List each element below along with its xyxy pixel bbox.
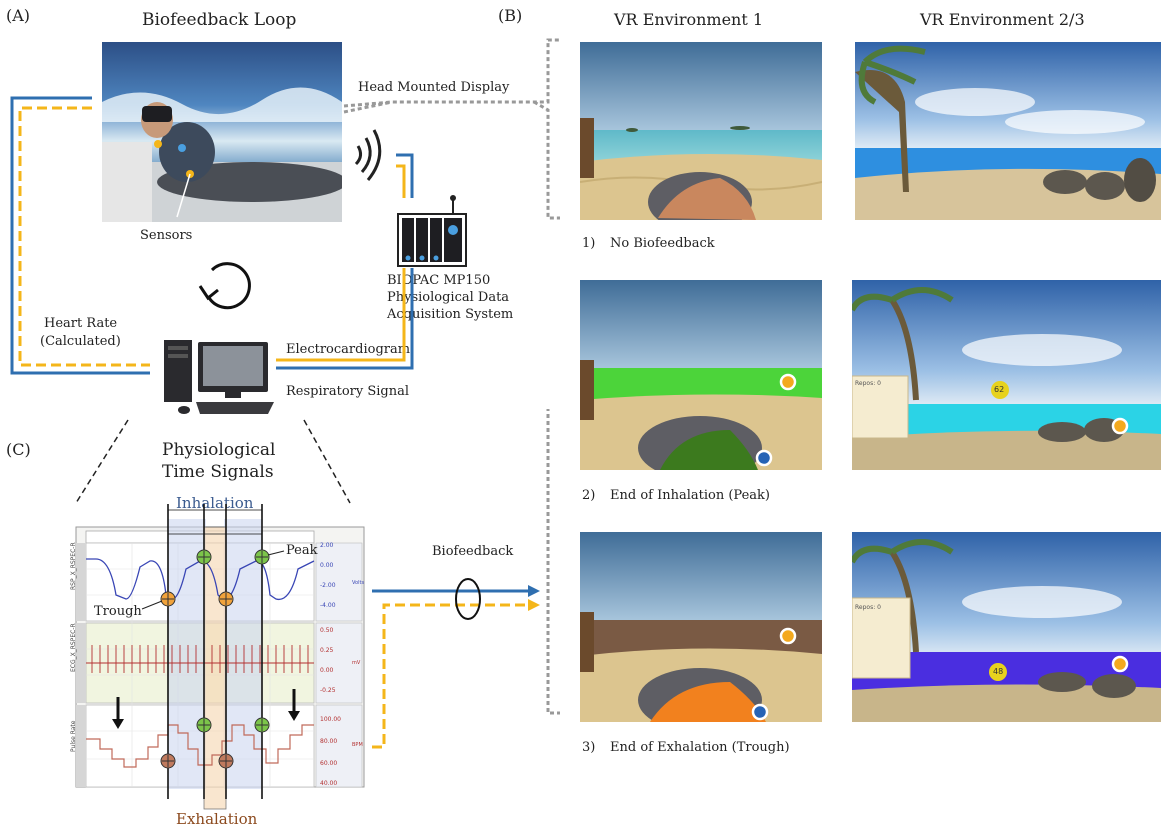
down-arrow-icon-2	[288, 689, 300, 721]
computer-icon	[164, 340, 274, 414]
env2-peak-image	[852, 280, 1161, 470]
env1-peak-image	[580, 280, 822, 470]
physiology-signal-plot	[75, 409, 560, 810]
peak-indicator-2	[755, 449, 773, 467]
left-loop-blue-line	[10, 96, 150, 375]
row3-number: 3)	[582, 740, 596, 755]
ch3-tick-3: 40.00	[320, 780, 338, 787]
left-loop-yellow-line	[18, 106, 150, 367]
peak-label: Peak	[286, 543, 318, 558]
trough-marker-2	[218, 591, 234, 607]
panel-c-title-line1: Physiological	[162, 440, 276, 460]
ch1-tick-0: 2.00	[320, 542, 334, 549]
env2-column-title: VR Environment 2/3	[920, 10, 1085, 29]
channel1-name: RSP_X_RSPEC-R	[70, 542, 77, 590]
row3-caption: End of Exhalation (Trough)	[610, 740, 790, 755]
env1-no-biofeedback-image	[580, 42, 822, 220]
trough-indicator-1	[779, 627, 797, 645]
ch2-tick-3: -0.25	[320, 687, 336, 694]
ch2-tick-2: 0.00	[320, 667, 334, 674]
env1-column-title: VR Environment 1	[614, 10, 764, 29]
biopac-line3: Acquisition System	[387, 307, 514, 322]
zoom-line-left	[75, 419, 129, 504]
computer-blue-line	[276, 268, 414, 370]
pulse-trough-marker-2	[218, 753, 234, 769]
panel-a-letter: (A)	[6, 6, 31, 25]
ecg-label: Electrocardiogram	[286, 342, 411, 357]
pulse-peak-marker-1	[196, 717, 212, 733]
participant-photo	[102, 42, 342, 222]
hmd-dashed-connector	[343, 38, 560, 108]
ch2-tick-1: 0.25	[320, 647, 334, 654]
loop-arrow-icon	[198, 262, 251, 310]
trough-indicator-2	[751, 703, 769, 721]
row-dashed-connector	[546, 409, 560, 715]
sensors-label: Sensors	[140, 228, 193, 243]
row2-number: 2)	[582, 488, 596, 503]
panel-a-title: Biofeedback Loop	[142, 10, 297, 30]
computer-yellow-line	[276, 268, 406, 362]
pulse-trough-marker-1	[160, 753, 176, 769]
panel-c-title-line2: Time Signals	[162, 462, 274, 482]
inhalation-label: Inhalation	[176, 494, 254, 512]
panel-c-letter: (C)	[6, 440, 31, 459]
peak-marker-2	[254, 549, 270, 565]
heart-rate-line1: Heart Rate	[44, 316, 118, 331]
row1-number: 1)	[582, 236, 596, 251]
env1-trough-image	[580, 532, 822, 722]
trough-label: Trough	[94, 604, 142, 619]
ch1-tick-1: 0.00	[320, 562, 334, 569]
peak-indicator-1	[779, 373, 797, 391]
env2-row3-panel-title: Repos: 0	[855, 604, 881, 611]
hmd-dashed-connector-2	[343, 100, 393, 114]
biofeedback-ellipse	[455, 578, 481, 620]
pulse-peak-marker-2	[254, 717, 270, 733]
env2-peak-indicator	[1111, 417, 1129, 435]
channel2-name: ECG_X_RSPEC-R	[70, 623, 77, 672]
zoom-line-right	[303, 419, 351, 504]
row2-caption: End of Inhalation (Peak)	[610, 488, 770, 503]
env2-row2-panel-title: Repos: 0	[855, 380, 881, 387]
env2-trough-indicator	[1111, 655, 1129, 673]
panel-b-letter: (B)	[498, 6, 523, 25]
biopac-line2: Physiological Data	[387, 290, 510, 305]
biopac-yellow-line	[396, 164, 406, 198]
ecg-trace	[86, 645, 314, 673]
channel3-name: Pulse Rate	[70, 720, 77, 752]
panel-a-diagram	[10, 38, 560, 414]
hmd-dashed-connector-3	[533, 100, 560, 220]
inhale-band-2	[224, 519, 262, 789]
ch1-tick-2: -2.00	[320, 582, 336, 589]
biopac-device-icon	[397, 195, 467, 267]
down-arrow-icon-1	[112, 697, 124, 729]
heart-rate-line2: (Calculated)	[40, 334, 121, 349]
ch2-unit: mV	[352, 660, 361, 666]
resp-label: Respiratory Signal	[286, 384, 410, 399]
biofeedback-yellow-arrow	[372, 603, 530, 749]
wireless-icon	[354, 129, 382, 181]
peak-marker-1	[196, 549, 212, 565]
ch3-tick-0: 100.00	[320, 716, 341, 723]
ch1-tick-3: -4.00	[320, 602, 336, 609]
env2-trough-image	[852, 532, 1161, 722]
biopac-blue-line	[396, 153, 414, 198]
env2-row3-score: 48	[993, 667, 1004, 676]
ch3-tick-1: 80.00	[320, 738, 338, 745]
ch3-tick-2: 60.00	[320, 760, 338, 767]
ch3-unit: BPM	[352, 742, 363, 748]
row1-caption: No Biofeedback	[610, 236, 715, 251]
biofeedback-label: Biofeedback	[432, 544, 514, 559]
trough-marker-1	[160, 591, 176, 607]
inhale-band-1	[168, 519, 206, 789]
pulse-rate-trace	[86, 724, 314, 768]
exhalation-label: Exhalation	[176, 810, 258, 828]
ch1-unit: Volts	[352, 580, 365, 586]
env2-no-biofeedback-image	[855, 42, 1161, 220]
respiration-trace	[86, 558, 315, 601]
ch2-tick-0: 0.50	[320, 627, 334, 634]
env2-row2-score: 62	[994, 385, 1005, 394]
hmd-label: Head Mounted Display	[358, 80, 510, 95]
